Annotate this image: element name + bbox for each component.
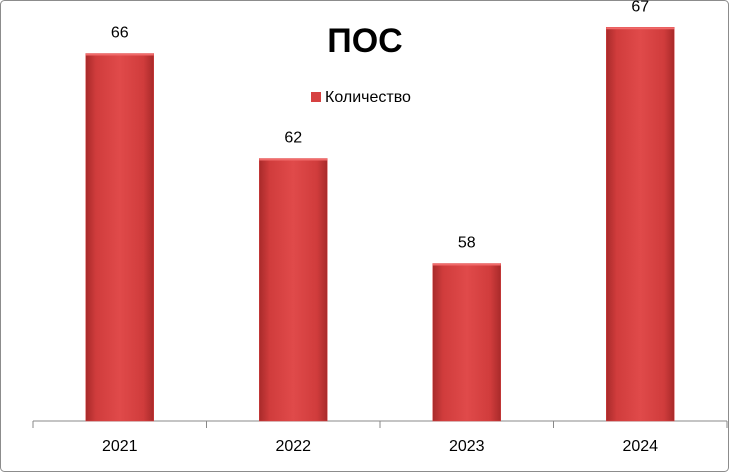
bar [606, 27, 675, 422]
data-label: 67 [631, 0, 649, 15]
bar [85, 53, 154, 422]
x-tick-label: 2024 [622, 438, 658, 455]
x-tick-label: 2023 [449, 438, 485, 455]
bar-top [85, 53, 154, 56]
bar-top [259, 158, 328, 161]
data-label: 66 [111, 25, 129, 42]
bar [432, 263, 501, 422]
bar-top [432, 263, 501, 266]
data-label: 62 [284, 130, 302, 147]
bar [259, 158, 328, 422]
x-tick-label: 2021 [102, 438, 138, 455]
bar-top [606, 27, 675, 30]
chart-title: ПОС [327, 22, 402, 60]
legend-swatch [311, 92, 321, 102]
data-label: 58 [458, 235, 476, 252]
x-tick-label: 2022 [275, 438, 311, 455]
legend-label: Количество [325, 89, 411, 106]
